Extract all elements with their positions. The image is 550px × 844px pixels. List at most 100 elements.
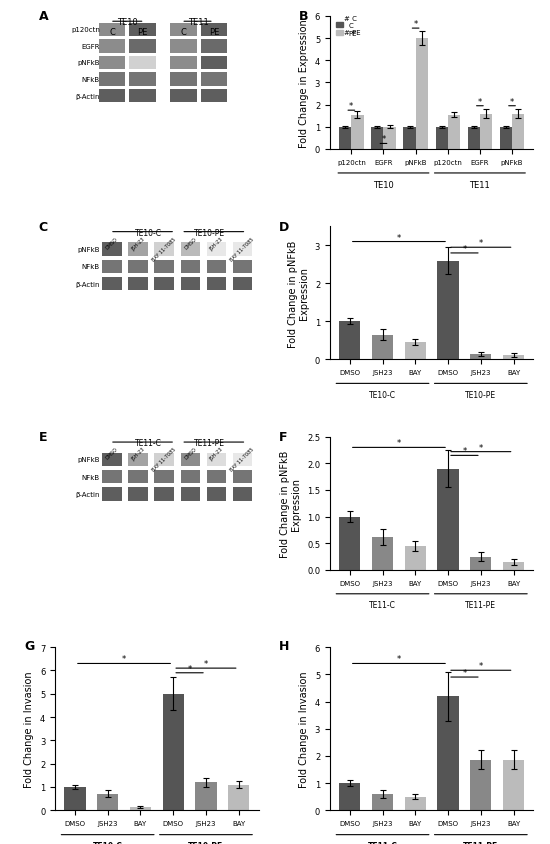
Text: E: E — [39, 430, 47, 444]
Text: TE11-PE: TE11-PE — [194, 439, 225, 447]
Bar — [339, 783, 360, 810]
Text: β-Actin: β-Actin — [75, 281, 100, 287]
Text: NFkB: NFkB — [81, 264, 100, 270]
FancyBboxPatch shape — [207, 488, 226, 501]
Bar — [383, 127, 395, 150]
Text: JSH-23: JSH-23 — [130, 446, 146, 462]
Text: DMSO: DMSO — [105, 446, 119, 461]
FancyBboxPatch shape — [129, 57, 156, 70]
FancyBboxPatch shape — [180, 453, 200, 467]
Text: DMSO: DMSO — [183, 236, 197, 251]
FancyBboxPatch shape — [180, 243, 200, 257]
Y-axis label: Fold Change in Invasion: Fold Change in Invasion — [24, 671, 34, 787]
Bar — [130, 807, 151, 810]
Y-axis label: Fold Change in pNFkB
Expression: Fold Change in pNFkB Expression — [288, 240, 309, 347]
FancyBboxPatch shape — [233, 488, 252, 501]
Text: BAY 11-7085: BAY 11-7085 — [151, 236, 177, 262]
Text: *: * — [188, 664, 192, 673]
Bar — [339, 517, 360, 571]
Text: TE10-PE: TE10-PE — [465, 391, 497, 399]
FancyBboxPatch shape — [155, 243, 174, 257]
Text: β-Actin: β-Actin — [75, 491, 100, 497]
Y-axis label: Fold Change in Invasion: Fold Change in Invasion — [299, 671, 309, 787]
Text: *: * — [349, 102, 354, 111]
Text: PE: PE — [208, 28, 219, 36]
Bar — [163, 694, 184, 810]
FancyBboxPatch shape — [201, 24, 227, 37]
FancyBboxPatch shape — [201, 57, 227, 70]
Text: *: * — [397, 655, 401, 663]
Text: *: * — [463, 446, 466, 456]
FancyBboxPatch shape — [99, 90, 125, 103]
Text: C: C — [180, 28, 186, 36]
Text: *: * — [463, 245, 466, 254]
FancyBboxPatch shape — [207, 278, 226, 291]
FancyBboxPatch shape — [155, 260, 174, 273]
FancyBboxPatch shape — [207, 260, 226, 273]
Bar — [503, 355, 524, 360]
Text: DMSO: DMSO — [105, 236, 119, 251]
FancyBboxPatch shape — [201, 41, 227, 53]
Text: # C: # C — [344, 16, 357, 22]
Bar — [470, 557, 492, 571]
Bar — [437, 262, 459, 360]
Text: TE11-PE: TE11-PE — [463, 841, 498, 844]
Bar — [64, 787, 86, 810]
FancyBboxPatch shape — [129, 24, 156, 37]
Bar — [503, 562, 524, 571]
FancyBboxPatch shape — [129, 73, 156, 87]
Text: F: F — [279, 430, 288, 444]
Bar — [468, 127, 480, 150]
FancyBboxPatch shape — [102, 260, 122, 273]
FancyBboxPatch shape — [155, 470, 174, 484]
Text: *: * — [510, 98, 514, 106]
FancyBboxPatch shape — [180, 260, 200, 273]
Bar — [503, 760, 524, 810]
FancyBboxPatch shape — [128, 470, 148, 484]
Bar — [480, 115, 492, 150]
Bar — [403, 127, 416, 150]
Text: PE: PE — [138, 28, 148, 36]
Text: NFkB: NFkB — [81, 77, 100, 83]
FancyBboxPatch shape — [170, 57, 196, 70]
Bar — [405, 343, 426, 360]
Text: BAY 11-7085: BAY 11-7085 — [229, 236, 255, 262]
Bar — [437, 696, 459, 810]
Text: *: * — [478, 443, 483, 452]
Bar — [448, 116, 460, 150]
FancyBboxPatch shape — [207, 243, 226, 257]
Text: JSH-23: JSH-23 — [208, 446, 224, 462]
Text: *: * — [478, 662, 483, 670]
Bar — [372, 537, 393, 571]
FancyBboxPatch shape — [128, 278, 148, 291]
Bar — [500, 127, 512, 150]
FancyBboxPatch shape — [170, 73, 196, 87]
FancyBboxPatch shape — [207, 453, 226, 467]
FancyBboxPatch shape — [128, 243, 148, 257]
FancyBboxPatch shape — [155, 488, 174, 501]
FancyBboxPatch shape — [170, 41, 196, 53]
FancyBboxPatch shape — [233, 470, 252, 484]
Text: JSH-23: JSH-23 — [208, 236, 224, 252]
FancyBboxPatch shape — [155, 453, 174, 467]
Text: *: * — [397, 439, 401, 448]
Text: NFkB: NFkB — [81, 474, 100, 480]
FancyBboxPatch shape — [102, 488, 122, 501]
Bar — [470, 354, 492, 360]
FancyBboxPatch shape — [201, 73, 227, 87]
FancyBboxPatch shape — [99, 57, 125, 70]
Text: pNFkB: pNFkB — [78, 457, 100, 463]
Text: TE10-C: TE10-C — [135, 229, 162, 237]
FancyBboxPatch shape — [233, 260, 252, 273]
Bar — [339, 127, 351, 150]
Text: TE10-PE: TE10-PE — [194, 229, 225, 237]
Text: BAY 11-7085: BAY 11-7085 — [151, 446, 177, 472]
Bar — [339, 322, 360, 360]
Text: TE11: TE11 — [470, 181, 490, 189]
FancyBboxPatch shape — [180, 470, 200, 484]
Text: TE11-C: TE11-C — [367, 841, 398, 844]
FancyBboxPatch shape — [129, 90, 156, 103]
Text: BAY 11-7085: BAY 11-7085 — [229, 446, 255, 472]
FancyBboxPatch shape — [180, 488, 200, 501]
Text: TE11-PE: TE11-PE — [465, 601, 496, 609]
